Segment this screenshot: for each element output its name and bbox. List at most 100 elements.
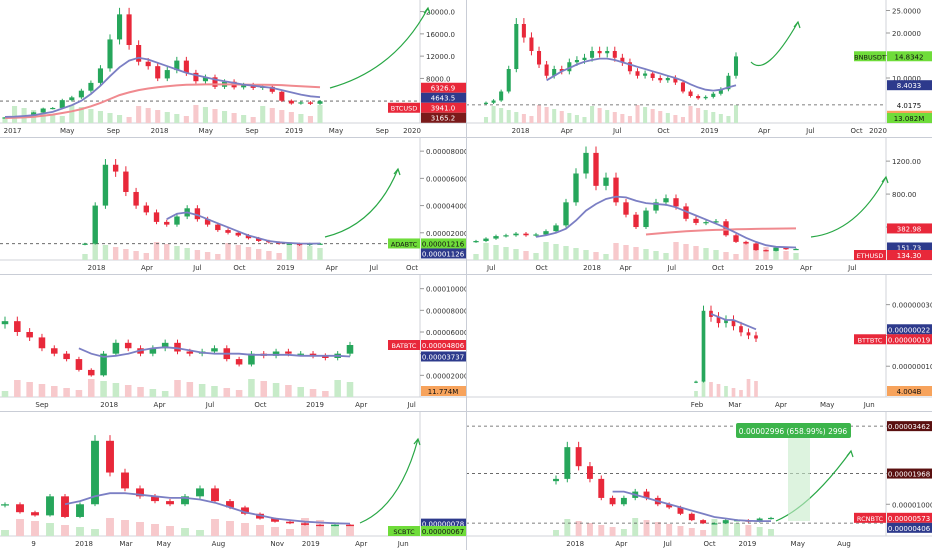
- price-tag: [421, 340, 466, 350]
- x-tick-label: Mar: [728, 401, 741, 409]
- candle-body: [597, 51, 602, 54]
- volume-bar: [700, 530, 707, 536]
- candle-body: [102, 164, 109, 206]
- volume-bar: [288, 112, 294, 123]
- volume-bar: [272, 383, 280, 397]
- candle-body: [91, 440, 99, 505]
- volume-bar: [266, 251, 272, 260]
- volume-bar: [673, 242, 679, 260]
- x-tick-label: Apr: [615, 540, 627, 548]
- x-tick-label: Jun: [397, 540, 409, 548]
- panel-adabtc[interactable]: 0.00008000 0.00006000 0.00004000 0.00002000…: [0, 137, 466, 274]
- volume-bar: [38, 384, 46, 397]
- volume-bar: [499, 108, 504, 123]
- x-tick-label: Oct: [704, 540, 716, 548]
- volume-bar: [307, 116, 314, 123]
- price-tag-label: 0.00000022: [888, 326, 930, 334]
- candle-body: [696, 96, 701, 99]
- volume-bar: [574, 115, 579, 123]
- volume-bar: [529, 116, 534, 123]
- candle-body: [298, 102, 304, 104]
- candle-body: [677, 507, 684, 514]
- volume-bar: [768, 529, 774, 536]
- y-tick-label: 0.00004000: [426, 203, 466, 211]
- x-tick-label: Oct: [536, 264, 548, 272]
- panel-btcusd[interactable]: 20000.0 16000.0 12000.0 8000.0 2017 May Sep 201…: [0, 0, 466, 137]
- candle-body: [575, 447, 582, 467]
- candle-body: [87, 369, 95, 376]
- symbol-tag-label: ADABTC: [391, 240, 418, 248]
- candle-body: [286, 243, 293, 245]
- volume-bar: [225, 243, 231, 260]
- price-tag-label: 4.004B: [897, 388, 922, 396]
- candle-body: [586, 466, 593, 479]
- panel-ethusd[interactable]: 1200.00800.00400.00JulOct2018AprJulOct20…: [466, 137, 932, 274]
- y-tick-label: 0.00006000: [426, 175, 466, 183]
- x-tick-label: May: [60, 127, 74, 135]
- volume-bar: [164, 244, 170, 260]
- volume-bar: [688, 528, 695, 536]
- volume-bar: [235, 390, 243, 397]
- candle-body: [245, 235, 252, 239]
- panel-scbtc[interactable]: 9 2018 Mar May Aug Nov 2019 Apr Jun 0.00000078 0.0…: [0, 411, 466, 550]
- volume-bar: [316, 520, 324, 536]
- x-tick-label: Aug: [212, 540, 226, 548]
- volume-bar: [153, 242, 160, 260]
- projection-arrow-head: [881, 175, 889, 184]
- chart-scbtc: 9 2018 Mar May Aug Nov 2019 Apr Jun 0.000000780.0…: [0, 411, 466, 548]
- projection-arrow-head: [423, 6, 431, 15]
- candle-body: [51, 348, 58, 354]
- candle-body: [307, 102, 314, 104]
- volume-bar: [2, 117, 8, 123]
- candle-body: [722, 520, 729, 524]
- candle-body: [88, 82, 94, 91]
- chart-bttbtc: 0.000000300.000000200.00000010FebMarAprM…: [466, 274, 932, 409]
- x-tick-label: 2019: [755, 264, 773, 272]
- volume-bar: [665, 113, 670, 123]
- y-tick-label: 0.00001000: [892, 501, 932, 509]
- panel-batbtc[interactable]: 0.000100000.000080000.000060000.00004000…: [0, 274, 466, 411]
- x-tick-label: 2020: [403, 127, 421, 135]
- volume-bar: [559, 111, 564, 123]
- symbol-tag: [388, 340, 420, 350]
- panel-rcnbtc[interactable]: 0.00003462 0.00001968 0.00001000 2018 Apr Jul…: [466, 411, 932, 550]
- panel-bnbusdt[interactable]: 25.000020.000015.000010.00002018AprJulOc…: [466, 0, 932, 137]
- candle-body: [174, 216, 180, 225]
- x-tick-label: Apr: [326, 264, 338, 272]
- symbol-tag: [388, 526, 420, 536]
- candle-body: [2, 117, 8, 119]
- candle-body: [623, 202, 629, 215]
- candle-body: [627, 62, 632, 72]
- volume-bar: [693, 246, 699, 260]
- volume-bar: [1, 391, 9, 397]
- volume-bar: [563, 246, 569, 260]
- volume-bar: [553, 244, 559, 260]
- candle-body: [106, 440, 114, 473]
- x-tick-label: 2018: [512, 127, 530, 135]
- symbol-tag-label: ETHUSD: [857, 252, 884, 260]
- x-tick-label: May: [157, 540, 171, 548]
- price-tag: [421, 248, 466, 259]
- volume-bar: [763, 247, 769, 260]
- price-tag-label: 382.98: [897, 225, 922, 233]
- volume-bar: [307, 246, 313, 260]
- candle-body: [97, 68, 104, 83]
- volume-bar: [688, 106, 693, 123]
- price-tag: [887, 250, 932, 260]
- price-tag: [421, 351, 466, 362]
- x-tick-label: Sep: [245, 127, 259, 135]
- volume-bar: [298, 114, 304, 123]
- price-tag: [887, 386, 932, 396]
- moving-average-long-line: [4, 83, 321, 119]
- candle-body: [211, 488, 219, 502]
- panel-bttbtc[interactable]: 0.000000300.000000200.00000010FebMarAprM…: [466, 274, 932, 411]
- volume-bar: [112, 247, 119, 260]
- x-tick-label: Nov: [270, 540, 284, 548]
- candle-body: [763, 250, 769, 252]
- volume-bar: [51, 386, 58, 397]
- volume-bar: [483, 243, 489, 260]
- candle-body: [711, 93, 716, 97]
- candle-body: [59, 100, 65, 108]
- volume-bar: [609, 527, 616, 536]
- volume-bar: [663, 253, 669, 260]
